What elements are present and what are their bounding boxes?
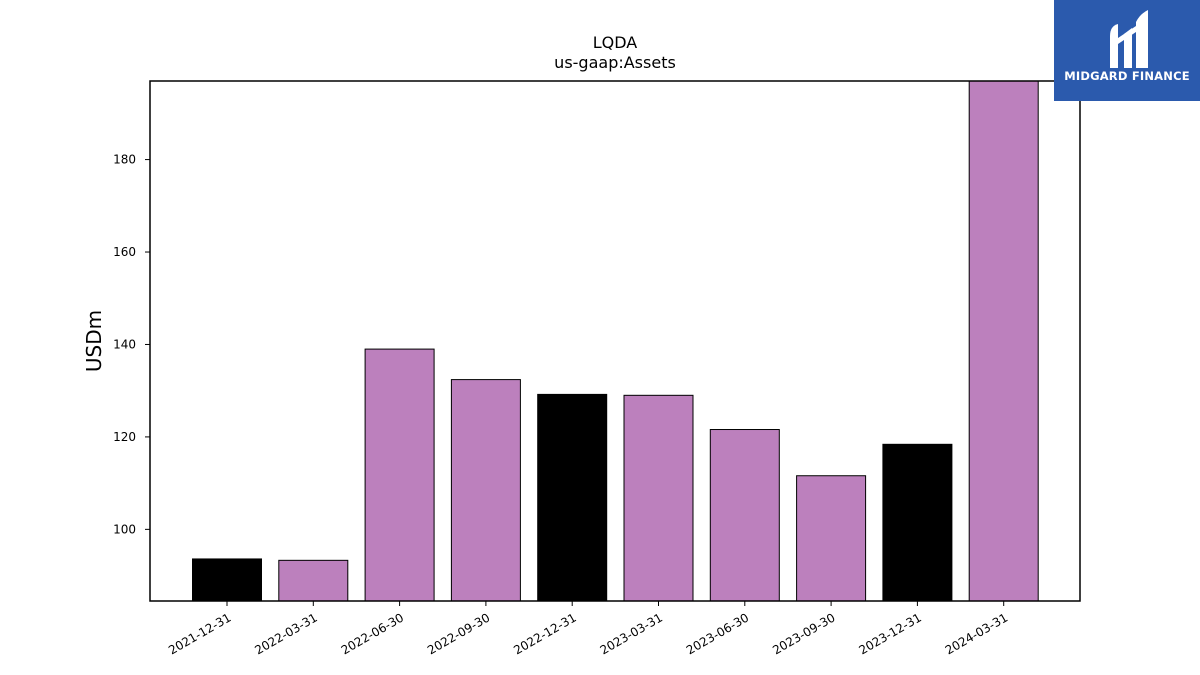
x-tick-label: 2022-09-30 <box>425 610 492 657</box>
x-tick-label: 2023-03-31 <box>598 610 665 657</box>
bar-2023-09-30 <box>796 475 867 602</box>
chart-title: LQDA <box>593 33 638 52</box>
y-tick-label: 140 <box>113 337 136 351</box>
chart-subtitle: us-gaap:Assets <box>554 53 676 72</box>
x-tick-label: 2022-12-31 <box>511 610 578 657</box>
y-tick-label: 180 <box>113 153 136 167</box>
bar-2022-09-30 <box>450 379 521 602</box>
bar-2022-12-31 <box>537 393 608 602</box>
x-tick-label: 2022-03-31 <box>252 610 319 657</box>
bar-2022-03-31 <box>278 559 349 602</box>
x-tick-label: 2023-06-30 <box>684 610 751 657</box>
x-tick-label: 2023-12-31 <box>856 610 923 657</box>
plot-frame <box>149 80 1081 602</box>
x-tick-label: 2022-06-30 <box>339 610 406 657</box>
bar-2022-06-30 <box>364 348 435 602</box>
bar-2023-03-31 <box>623 394 694 602</box>
bar-2023-06-30 <box>709 429 780 602</box>
x-tick-label: 2023-09-30 <box>770 610 837 657</box>
bar-2021-12-31 <box>192 558 262 602</box>
x-tick-label: 2024-03-31 <box>943 610 1010 657</box>
bars-layer <box>192 80 1039 602</box>
logo-mark-icon <box>1110 10 1148 68</box>
axes-layer <box>149 80 1081 602</box>
x-tick-label: 2021-12-31 <box>166 610 233 657</box>
y-tick-label: 100 <box>113 522 136 536</box>
y-tick-label: 160 <box>113 245 136 259</box>
y-axis-label: USDm <box>82 310 106 372</box>
bar-2023-12-31 <box>882 443 953 602</box>
logo-text: MIDGARD FINANCE <box>1064 69 1190 83</box>
bar-2024-03-31 <box>968 80 1039 602</box>
y-tick-label: 120 <box>113 430 136 444</box>
midgard-finance-logo: MIDGARD FINANCE <box>1054 0 1200 101</box>
